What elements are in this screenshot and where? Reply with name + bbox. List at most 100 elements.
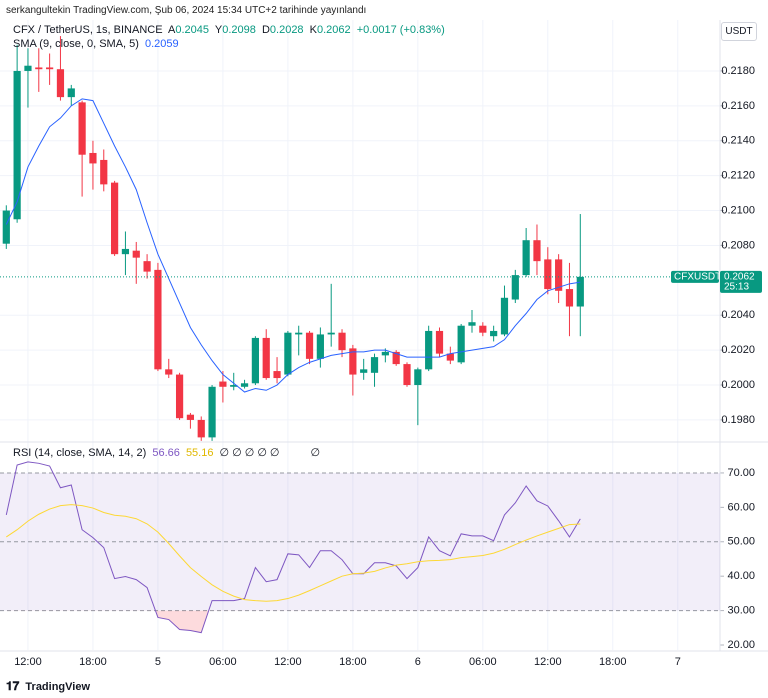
price-label-symbol: CFXUSDT — [674, 271, 721, 282]
candle-body — [360, 369, 368, 373]
ohlc-label: K — [309, 24, 317, 36]
status-icon: ∅ — [310, 447, 321, 459]
y-tick-label: 50.00 — [727, 536, 755, 548]
y-tick-label: 0.2040 — [721, 309, 755, 321]
candle-body — [511, 275, 519, 300]
price-label-bg — [671, 270, 719, 283]
candle-body — [295, 332, 303, 335]
candle-body — [565, 289, 574, 307]
ohlc-label: D — [261, 24, 270, 36]
candle-body — [576, 276, 584, 307]
sma-value: 0.2059 — [145, 38, 179, 50]
sma-line — [5, 98, 581, 393]
candle-body — [500, 297, 509, 335]
rsi-value: 56.66 — [152, 447, 180, 459]
y-tick-label: 20.00 — [727, 639, 755, 651]
candle-body — [13, 70, 21, 220]
ohlc-change: +0.0017 (+0.83%) — [356, 24, 445, 36]
ohlc-label: Y — [214, 24, 223, 36]
candle-body — [555, 259, 563, 291]
candle-body — [544, 259, 552, 290]
y-tick-label: 70.00 — [727, 467, 755, 479]
candle-body — [67, 88, 75, 98]
candle-body — [522, 240, 530, 276]
sma-legend: SMA (9, close, 0, SMA, 5) 0.2059 — [13, 38, 182, 50]
y-tick-label: 0.1980 — [721, 414, 755, 426]
candle-body — [262, 337, 270, 379]
candle-body — [457, 325, 465, 363]
candle-body — [230, 385, 238, 387]
candle-body — [370, 357, 379, 373]
candle-body — [121, 248, 130, 255]
currency-button[interactable]: USDT — [721, 22, 757, 41]
candle-body — [219, 381, 227, 387]
x-tick-label: 12:00 — [534, 656, 562, 668]
candle-body — [305, 332, 314, 359]
status-icon: ∅ — [232, 447, 242, 459]
y-tick-label: 0.2020 — [721, 344, 755, 356]
y-tick-label: 0.2100 — [721, 204, 755, 216]
ohlc-value: 0.2028 — [269, 24, 304, 36]
candle-body — [533, 240, 541, 262]
y-tick-label: 0.2000 — [721, 379, 755, 391]
candle-body — [78, 102, 86, 155]
ohlc-label: A — [168, 24, 176, 36]
x-tick-label: 06:00 — [209, 656, 237, 668]
sma-title: SMA (9, close, 0, SMA, 5) — [13, 38, 139, 50]
candle-body — [284, 332, 292, 375]
candle-body — [100, 159, 108, 185]
candle-body — [414, 369, 422, 386]
x-tick-label: 7 — [675, 656, 681, 668]
candle-body — [316, 334, 324, 359]
y-tick-label: 0.2140 — [721, 135, 755, 147]
candle-body — [143, 261, 151, 272]
x-tick-label: 6 — [415, 656, 421, 668]
status-icon: ∅ — [257, 447, 267, 459]
y-tick-label: 30.00 — [727, 605, 755, 617]
x-tick-label: 18:00 — [339, 656, 367, 668]
x-tick-label: 06:00 — [469, 656, 497, 668]
x-tick-label: 12:00 — [274, 656, 302, 668]
candle-body — [479, 325, 487, 333]
candle-body — [89, 152, 97, 164]
candle-body — [35, 67, 43, 70]
candle-body — [381, 351, 389, 356]
candle-body — [446, 353, 454, 361]
ohlc-value: 0.2098 — [222, 24, 256, 36]
brand-text: TradingView — [25, 681, 91, 693]
y-tick-label: 60.00 — [727, 501, 755, 513]
candle-body — [392, 351, 400, 365]
y-tick-label: 0.2080 — [721, 239, 755, 251]
ohlc-value: 0.2045 — [175, 24, 210, 36]
candle-body — [24, 65, 32, 71]
candle-body — [251, 337, 259, 384]
status-icon: ∅ — [269, 447, 280, 459]
price-label-value: 0.2062 — [724, 271, 755, 282]
status-icon: ∅ — [219, 447, 230, 459]
x-tick-label: 18:00 — [599, 656, 627, 668]
candle-body — [197, 419, 205, 438]
x-tick-label: 12:00 — [14, 656, 42, 668]
rsi-line — [5, 461, 581, 634]
symbol-legend: CFX / TetherUS, 1s, BINANCE A0.2045 Y0.2… — [13, 24, 448, 36]
candle-body — [425, 330, 433, 370]
rsi-legend: RSI (14, close, SMA, 14, 2) 56.66 55.16 … — [13, 446, 323, 459]
candle-body — [46, 67, 54, 70]
ohlc-value: 0.2062 — [316, 24, 351, 36]
candle-body — [338, 332, 346, 351]
candle-body — [132, 250, 140, 258]
price-label-countdown: 25:13 — [724, 281, 749, 292]
candle-body — [175, 374, 184, 419]
y-tick-label: 0.2180 — [721, 65, 755, 77]
candle-body — [349, 348, 357, 375]
y-tick-label: 0.2120 — [721, 170, 755, 182]
candle-body — [468, 322, 476, 326]
candle-body — [435, 330, 444, 354]
y-tick-label: 0.2160 — [721, 100, 755, 112]
candle-body — [165, 369, 173, 375]
candle-body — [56, 69, 65, 98]
price-label-bg — [720, 270, 762, 293]
x-tick-label: 18:00 — [79, 656, 107, 668]
candle-body — [490, 330, 498, 337]
